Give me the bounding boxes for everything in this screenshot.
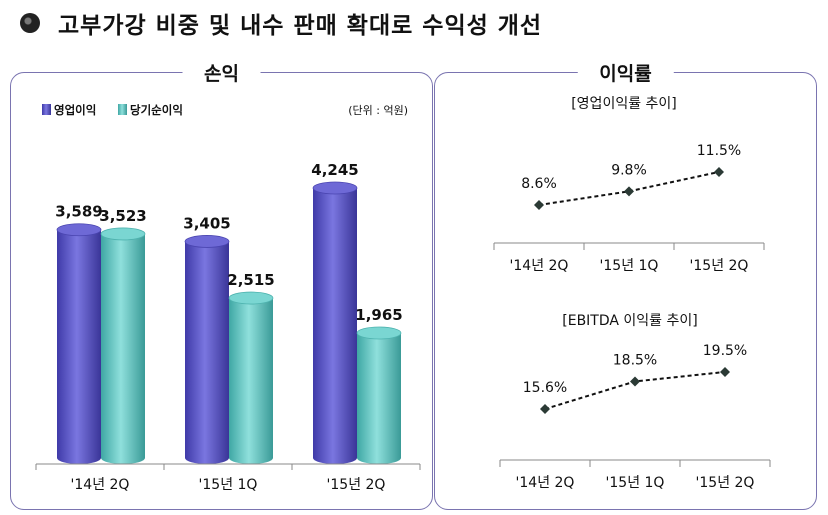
bullet-icon (20, 13, 40, 33)
bar-top-0-1 (184, 235, 230, 248)
bar-label-0-0: 3,589 (55, 203, 102, 221)
bar-base-0-0 (57, 452, 101, 464)
line-point-2-1 (630, 376, 640, 387)
line-point-2-0 (540, 404, 550, 414)
line-point-2-2 (720, 366, 730, 377)
line-x-label-2-1: '15년 1Q (606, 475, 665, 491)
bar-0-2 (313, 188, 357, 458)
line-label-2-2: 19.5% (703, 343, 747, 359)
margin-panel: 이익률 (434, 59, 817, 510)
line-label-1-1: 9.8% (611, 162, 647, 178)
bar-base-1-2 (357, 452, 401, 464)
line-label-1-2: 11.5% (697, 143, 741, 159)
line-x-label-2-0: '14년 2Q (516, 475, 575, 491)
line-title-1: [영업이익률 추이] (571, 96, 677, 112)
legend-swatch-0 (42, 104, 51, 115)
bar-0-1 (185, 241, 229, 458)
line-point-1-0 (534, 200, 544, 210)
bar-base-1-0 (101, 452, 145, 464)
line-label-2-0: 15.6% (523, 380, 567, 396)
line-label-1-0: 8.6% (521, 176, 557, 192)
bar-1-1 (229, 298, 273, 458)
line-point-1-1 (624, 186, 634, 197)
bar-base-0-2 (313, 452, 357, 464)
bar-top-0-0 (56, 223, 102, 237)
legend-label-0: 영업이익 (54, 103, 96, 117)
page-title: 고부가강 비중 및 내수 판매 확대로 수익성 개선 (58, 13, 543, 39)
margin-panel-title: 이익률 (577, 59, 674, 86)
page-header: 고부가강 비중 및 내수 판매 확대로 수익성 개선 (20, 6, 542, 40)
line-x-label-2-2: '15년 2Q (696, 475, 755, 491)
line-point-1-2 (714, 166, 724, 177)
bar-base-0-1 (185, 452, 229, 464)
bar-1-0 (101, 233, 145, 458)
line-x-label-1-1: '15년 1Q (600, 258, 659, 274)
bar-label-0-1: 3,405 (183, 214, 230, 232)
x-tick-label-0: '14년 2Q (71, 477, 130, 493)
x-tick-label-2: '15년 2Q (327, 477, 386, 493)
line-x-label-1-2: '15년 2Q (690, 258, 749, 274)
line-x-label-1-0: '14년 2Q (510, 258, 569, 274)
bar-label-1-1: 2,515 (227, 271, 274, 289)
bar-label-0-2: 4,245 (311, 161, 358, 179)
bar-label-1-2: 1,965 (355, 306, 402, 324)
bar-top-1-0 (100, 227, 146, 241)
bar-0-0 (57, 229, 101, 458)
legend-swatch-1 (118, 104, 127, 115)
x-tick-label-1: '15년 1Q (199, 477, 258, 493)
profit-panel-title: 손익 (182, 59, 261, 86)
unit-label: (단위 : 억원) (348, 104, 408, 117)
bar-base-1-1 (229, 452, 273, 464)
line-title-2: [EBITDA 이익률 추이] (562, 313, 697, 329)
bar-top-0-2 (312, 181, 358, 195)
line-label-2-1: 18.5% (613, 352, 657, 368)
bar-top-1-2 (356, 326, 402, 340)
legend-label-1: 당기순이익 (130, 103, 183, 117)
bar-top-1-1 (228, 291, 274, 305)
bar-label-1-0: 3,523 (99, 207, 146, 225)
bar-1-2 (357, 333, 401, 458)
